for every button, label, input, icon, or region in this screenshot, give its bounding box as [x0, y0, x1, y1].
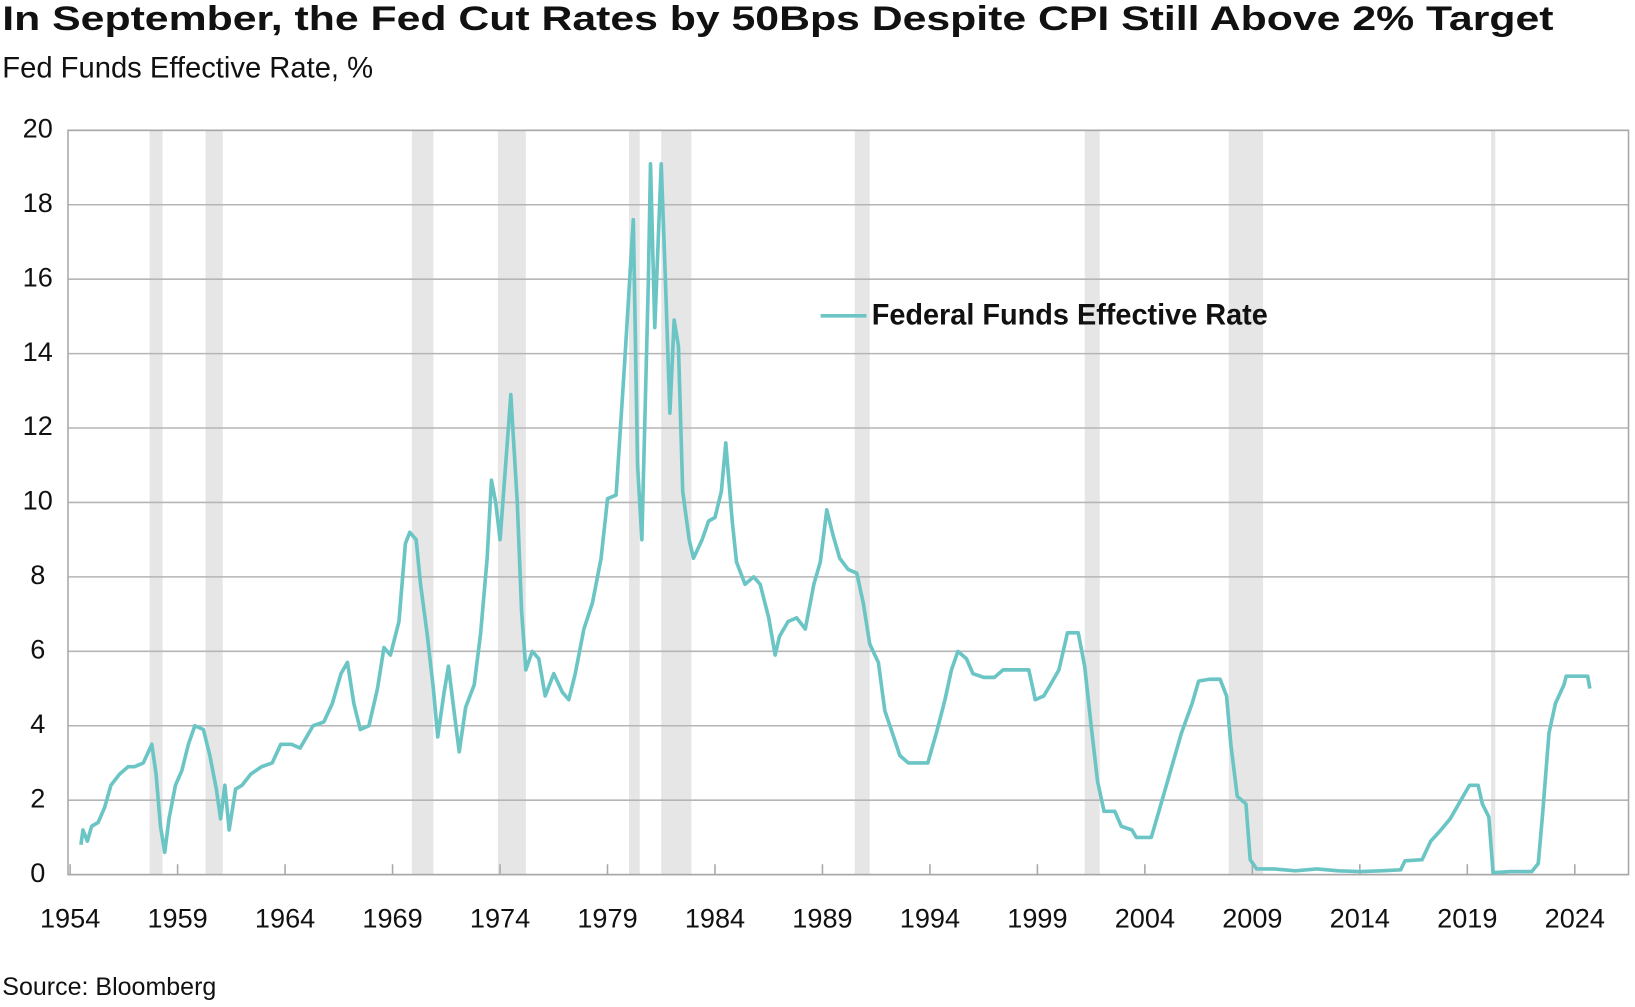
- x-tick-label: 1994: [900, 903, 960, 934]
- x-tick-label: 1984: [685, 903, 745, 934]
- source: Source: Bloomberg: [2, 973, 216, 1001]
- chart-title: In September, the Fed Cut Rates by 50Bps…: [2, 0, 1554, 38]
- x-tick-label: 2019: [1437, 903, 1497, 934]
- y-tick-label: 18: [23, 187, 53, 218]
- y-tick-label: 6: [30, 633, 45, 664]
- series-line: [79, 161, 1592, 875]
- plot-frame: [67, 129, 1630, 876]
- x-tick-label: 1954: [40, 903, 100, 934]
- y-tick-label: 2: [30, 782, 45, 813]
- x-tick-label: 1979: [577, 903, 637, 934]
- legend-label: Federal Funds Effective Rate: [872, 300, 1268, 332]
- x-tick-label: 2014: [1330, 903, 1390, 934]
- x-tick-label: 1989: [792, 903, 852, 934]
- y-tick-label: 16: [23, 261, 53, 292]
- y-tick-label: 8: [30, 559, 45, 590]
- x-tick-label: 2009: [1222, 903, 1282, 934]
- x-tick-label: 2004: [1115, 903, 1175, 934]
- x-tick-label: 2024: [1545, 903, 1605, 934]
- y-tick-label: 20: [23, 112, 53, 143]
- x-tick-label: 1964: [255, 903, 315, 934]
- y-tick-label: 12: [23, 410, 53, 441]
- chart-subtitle: Fed Funds Effective Rate, %: [2, 53, 373, 85]
- x-tick-label: 1969: [362, 903, 422, 934]
- x-tick-label: 1959: [147, 903, 207, 934]
- y-tick-label: 0: [30, 857, 45, 888]
- y-tick-label: 10: [23, 485, 53, 516]
- y-tick-label: 14: [23, 336, 53, 367]
- y-tick-label: 4: [30, 708, 45, 739]
- x-tick-label: 1999: [1007, 903, 1067, 934]
- x-tick-label: 1974: [470, 903, 530, 934]
